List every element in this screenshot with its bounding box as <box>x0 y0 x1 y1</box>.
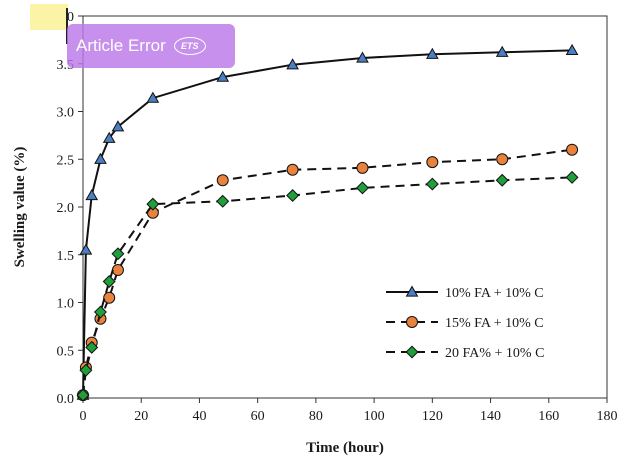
data-point-diamond <box>85 340 99 354</box>
ets-logo-icon: ETS <box>173 37 206 55</box>
y-tick-label: 0.5 <box>57 344 75 359</box>
data-point-triangle <box>216 70 230 82</box>
y-tick-label: 3.0 <box>57 106 75 121</box>
legend-label: 10% FA + 10% C <box>445 286 544 301</box>
data-point-diamond <box>355 181 369 195</box>
data-point-diamond <box>93 305 107 319</box>
legend: 10% FA + 10% C 15% FA + 10% C 20 FA% + 10%… <box>386 285 544 361</box>
data-point-triangle <box>102 131 116 143</box>
y-tick-label: 1.5 <box>57 249 75 264</box>
data-point-diamond <box>286 189 300 203</box>
data-point-diamond <box>495 173 509 187</box>
series-3 <box>76 170 579 402</box>
y-tick-label: 2.5 <box>57 153 75 168</box>
data-point-circle <box>566 143 579 156</box>
data-point-diamond <box>102 275 116 288</box>
data-point-diamond <box>425 177 439 191</box>
x-tick-label: 20 <box>134 409 148 424</box>
data-point-triangle <box>146 91 160 103</box>
badge-text: Article Error <box>76 36 166 55</box>
data-point-circle <box>356 161 369 174</box>
data-point-triangle <box>565 43 579 56</box>
article-error-badge[interactable]: Article Error ETS <box>67 24 235 68</box>
x-tick-label: 120 <box>422 409 443 424</box>
data-point-diamond <box>76 388 90 402</box>
data-point-circle <box>406 316 418 328</box>
data-point-diamond <box>565 170 579 184</box>
data-point-triangle <box>79 243 93 255</box>
x-tick-label: 160 <box>538 409 559 424</box>
y-axis-title: Swelling value (%) <box>12 147 28 268</box>
legend-label: 20 FA% + 10% C <box>445 346 544 361</box>
data-point-diamond <box>146 197 160 211</box>
data-point-diamond <box>216 194 230 208</box>
data-point-triangle <box>405 285 419 297</box>
data-point-triangle <box>111 120 125 132</box>
text-highlight <box>30 4 68 30</box>
x-tick-label: 80 <box>309 409 323 424</box>
data-point-circle <box>286 163 299 176</box>
y-tick-label: 2.0 <box>57 201 75 216</box>
x-tick-label: 40 <box>192 409 206 424</box>
data-point-triangle <box>85 189 99 201</box>
x-tick-label: 140 <box>480 409 501 424</box>
data-point-circle <box>426 156 439 169</box>
data-point-triangle <box>495 45 509 57</box>
y-tick-label: 0.0 <box>57 392 75 407</box>
data-point-circle <box>111 264 124 277</box>
x-tick-label: 0 <box>80 409 87 424</box>
data-point-triangle <box>356 51 369 63</box>
data-point-triangle <box>286 58 299 70</box>
plot-frame <box>82 15 608 399</box>
data-point-circle <box>103 291 116 304</box>
data-point-circle <box>496 153 509 166</box>
x-tick-label: 180 <box>597 409 618 424</box>
y-tick-label: 1.0 <box>57 297 75 312</box>
data-point-circle <box>216 174 229 187</box>
x-tick-label: 60 <box>251 409 265 424</box>
data-point-diamond <box>79 363 93 377</box>
data-point-diamond <box>111 247 125 261</box>
data-point-triangle <box>94 152 107 164</box>
data-point-triangle <box>425 47 439 59</box>
data-point-diamond <box>405 345 419 359</box>
legend-label: 15% FA + 10% C <box>445 316 544 331</box>
x-tick-label: 100 <box>364 409 385 424</box>
x-axis-title: Time (hour) <box>306 440 384 456</box>
